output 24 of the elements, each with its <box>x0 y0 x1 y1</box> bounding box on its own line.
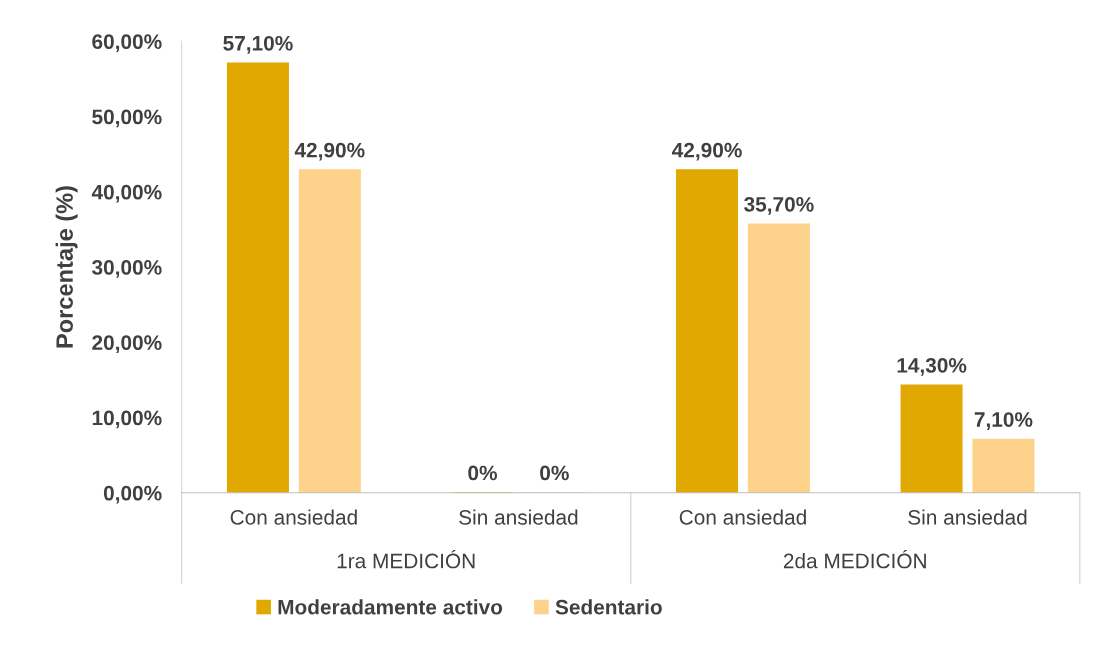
text: 2da MEDICIÓN <box>783 550 926 569</box>
y-tick-label: 50,00% <box>92 109 162 128</box>
data-label: 42,90% <box>672 142 742 161</box>
x-tick-label: Sin ansiedad <box>459 509 578 525</box>
data-label: 0% <box>468 465 497 481</box>
data-label: 42,90% <box>294 142 365 161</box>
data-label: 57,10% <box>223 35 293 54</box>
y-tick-label: 0,00% <box>103 485 162 504</box>
data-label: 35,70% <box>744 196 814 215</box>
x-tick-label: Con ansiedad <box>679 509 806 525</box>
y-tick-label: 60,00% <box>92 34 162 53</box>
text: 1ra MEDICIÓN <box>337 550 475 569</box>
y-tick-label: 10,00% <box>92 410 162 429</box>
x-tick-label: Sin ansiedad <box>908 509 1027 525</box>
y-tick-label: 40,00% <box>91 184 162 203</box>
x-tick-label: Con ansiedad <box>230 509 357 525</box>
y-tick-label: 20,00% <box>92 335 162 354</box>
y-tick-label: 30,00% <box>91 260 162 278</box>
legend-label: Moderadamente activo <box>278 599 503 615</box>
data-label: 7,10% <box>974 412 1033 430</box>
data-label: 0% <box>540 465 569 481</box>
legend-label: Sedentario <box>555 599 662 615</box>
data-label: 14,30% <box>897 357 967 376</box>
y-axis-title: Porcentaje (%) <box>55 186 78 348</box>
